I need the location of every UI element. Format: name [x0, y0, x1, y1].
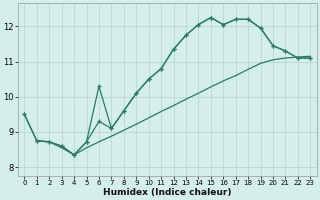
X-axis label: Humidex (Indice chaleur): Humidex (Indice chaleur)	[103, 188, 232, 197]
